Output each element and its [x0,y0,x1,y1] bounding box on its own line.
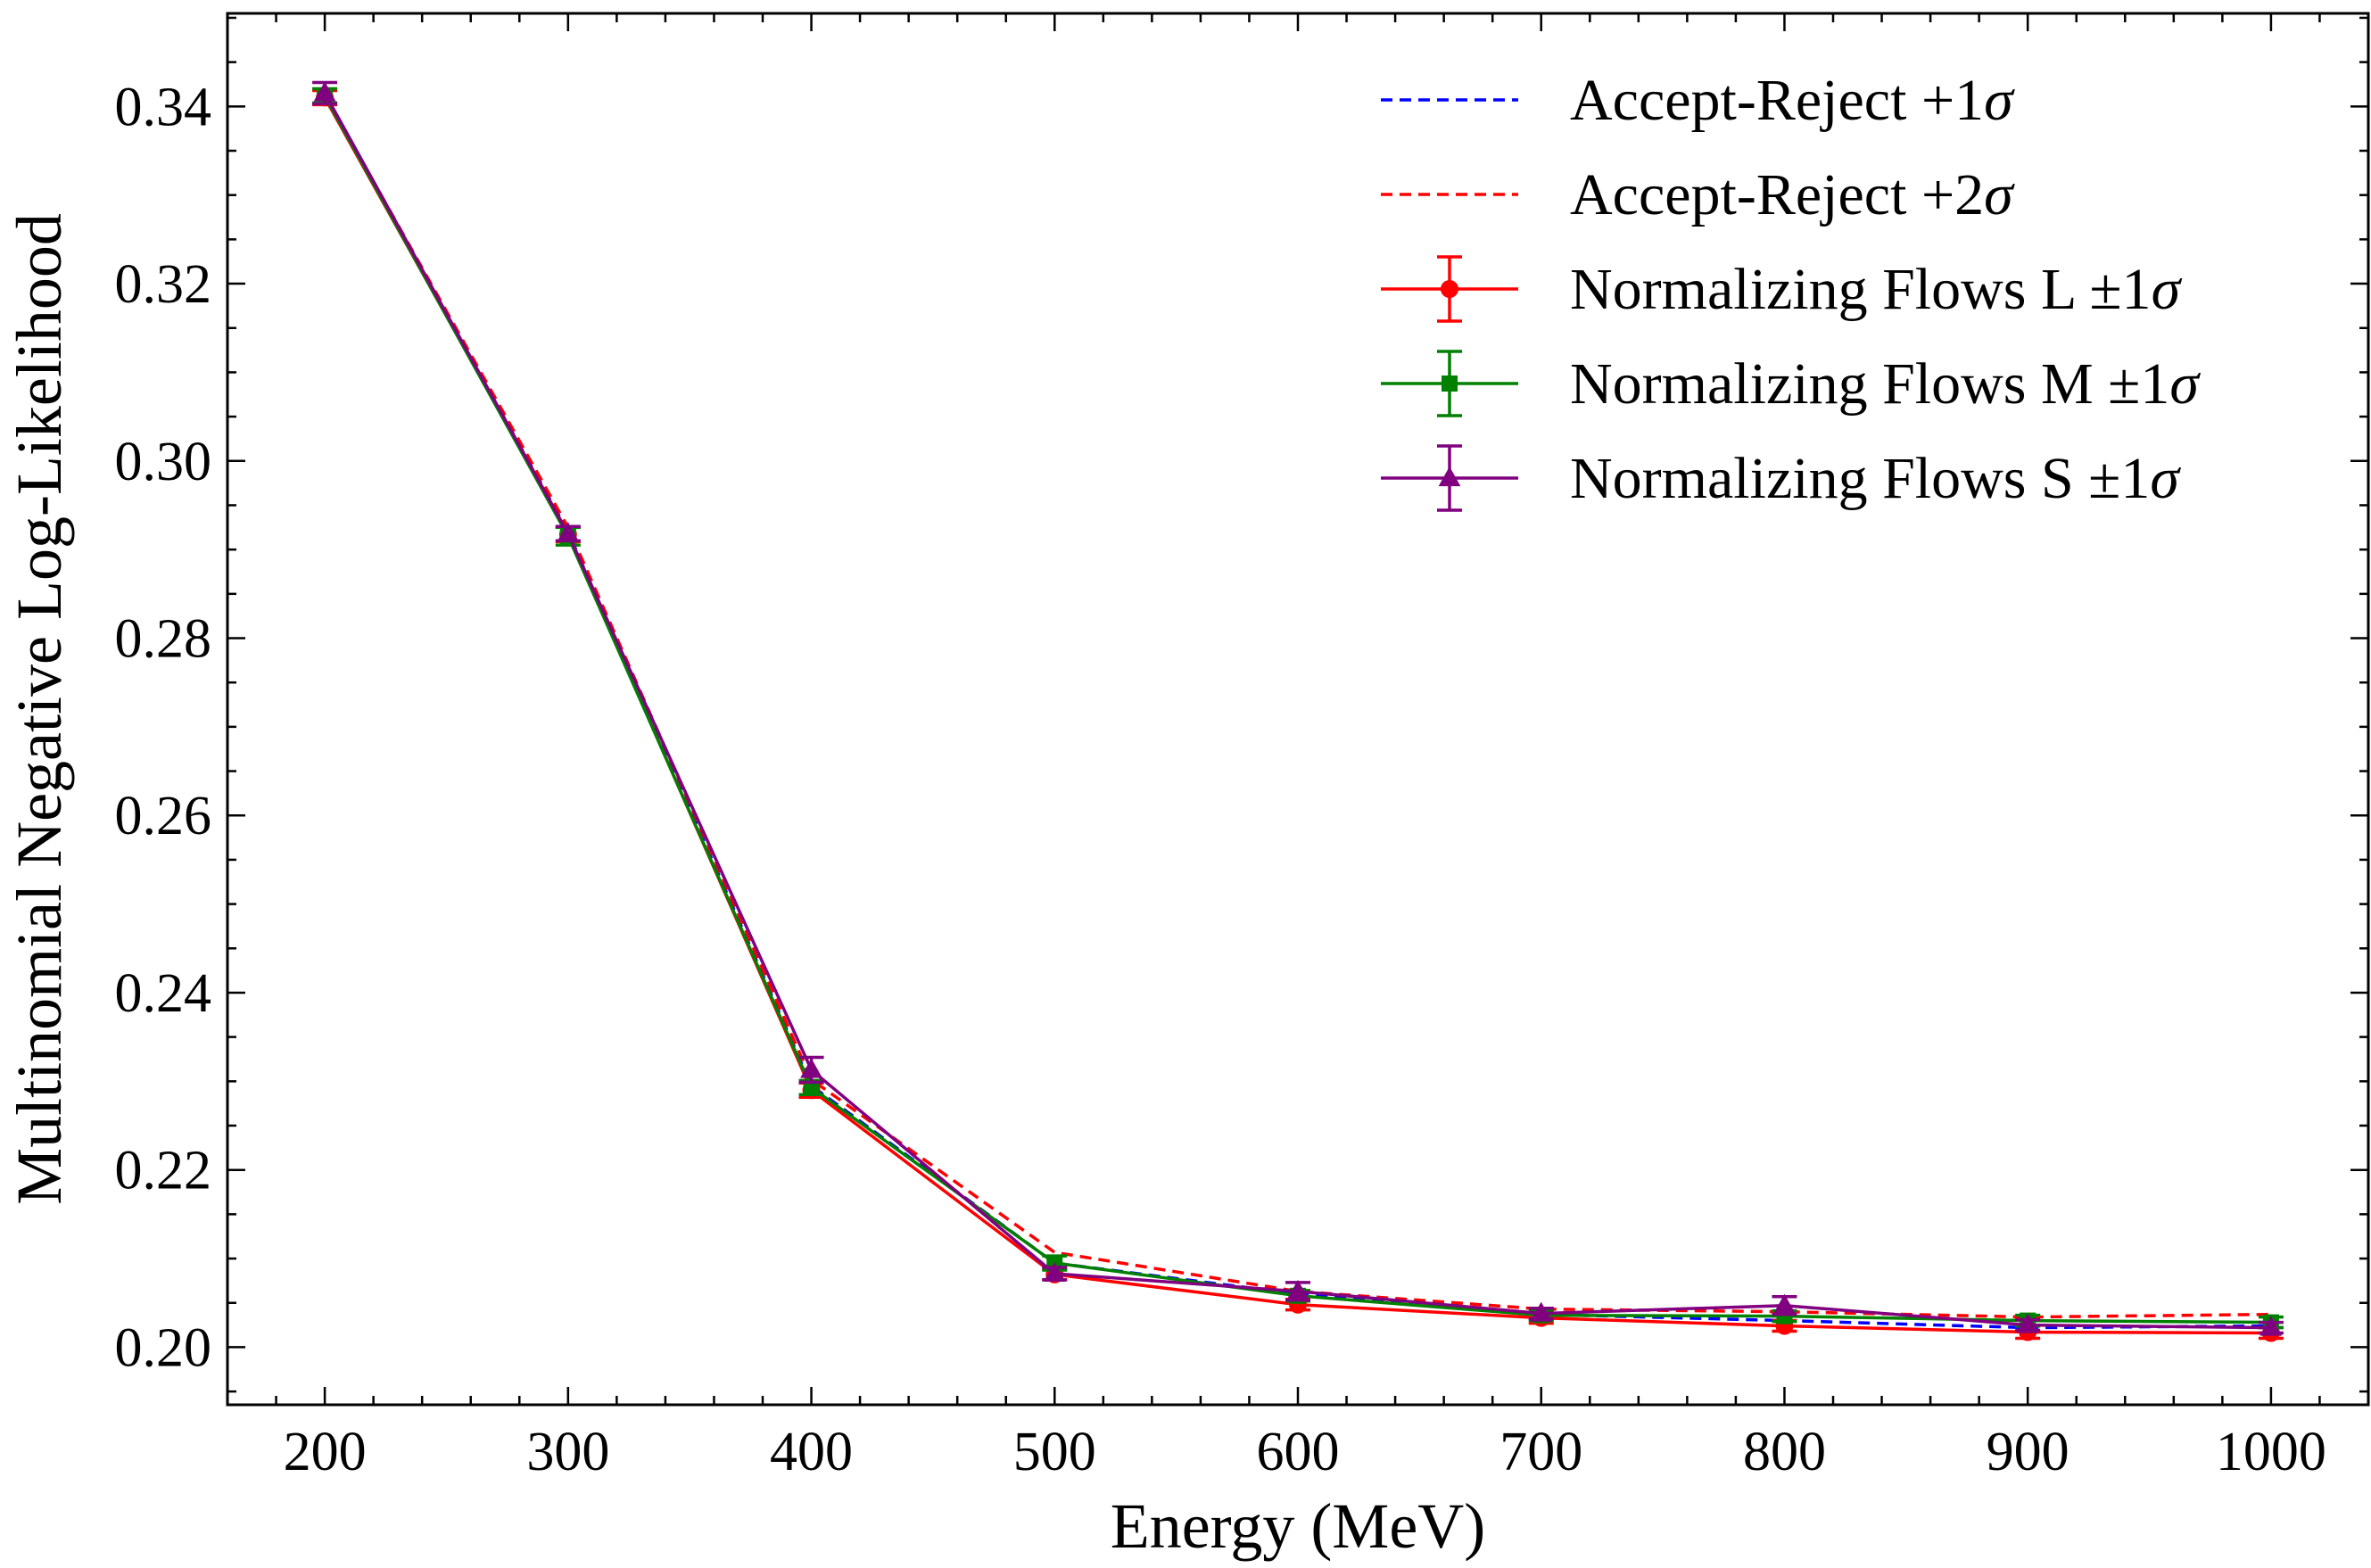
x-tick-label: 600 [1257,1422,1340,1482]
y-tick-label: 0.26 [115,786,212,846]
data-point [557,522,580,542]
legend-item-3: Normalizing Flows L ±1σ [1381,255,2183,323]
y-tick-label: 0.34 [115,77,212,137]
legend-label-sigma: σ [2152,257,2183,322]
legend-label: Normalizing Flows M ±1σ [1570,351,2201,417]
legend-label-text: Accept-Reject +1 [1570,68,1984,133]
y-tick-label: 0.22 [115,1141,212,1201]
data-point [800,1058,822,1078]
data-point [313,81,336,102]
legend-label-sigma: σ [1984,162,2015,227]
y-axis-title: Multinomial Negative Log-Likelihood [4,213,75,1205]
data-point [1530,1301,1553,1322]
legend-label: Normalizing Flows L ±1σ [1570,257,2183,322]
data-point [2016,1313,2039,1333]
legend-marker [1441,280,1458,298]
series-layer [312,80,2284,1342]
legend-item-1: Accept-Reject +1σ [1381,68,2015,133]
x-tick-label: 900 [1987,1422,2069,1482]
y-tick-label: 0.24 [115,963,212,1024]
legend-label-text: Normalizing Flows S ±1 [1570,446,2150,511]
y-tick-label: 0.30 [115,432,212,492]
x-tick-label: 800 [1743,1422,1826,1482]
x-tick-label: 300 [526,1422,609,1482]
legend-marker [1438,466,1461,487]
legend-label-text: Normalizing Flows L ±1 [1570,257,2152,322]
x-tick-label: 500 [1013,1422,1096,1482]
y-tick-label: 0.20 [115,1317,212,1378]
data-point [1286,1279,1309,1300]
legend-label: Accept-Reject +1σ [1570,68,2015,133]
x-axis-title: Energy (MeV) [1111,1490,1486,1562]
ticks-layer: 200 300 400 500 600 700 800 900 1000 0.20 0.22 0.24… [115,13,2368,1482]
legend-marker [1442,375,1458,392]
legend-item-4: Normalizing Flows M ±1σ [1381,350,2201,417]
x-tick-label: 400 [770,1422,853,1482]
y-tick-label: 0.28 [115,609,212,670]
series-5 [312,80,2284,1336]
data-point [1043,1261,1066,1283]
x-tick-label: 700 [1499,1422,1582,1482]
legend-item-2: Accept-Reject +2σ [1381,162,2015,227]
x-tick-label: 1000 [2216,1422,2326,1482]
legend-label: Normalizing Flows S ±1σ [1570,446,2181,511]
y-tick-label: 0.32 [115,254,212,315]
legend-item-5: Normalizing Flows S ±1σ [1381,444,2181,512]
legend-label-sigma: σ [2150,446,2181,511]
legend-label: Accept-Reject +2σ [1570,162,2015,227]
legend-label-text: Accept-Reject +2 [1570,162,1984,227]
data-point [2259,1316,2283,1336]
x-tick-label: 200 [284,1422,367,1482]
legend-label-sigma: σ [2169,351,2201,417]
data-point [1773,1293,1796,1314]
legend-label-text: Normalizing Flows M ±1 [1570,351,2169,417]
legend-label-sigma: σ [1984,68,2015,133]
